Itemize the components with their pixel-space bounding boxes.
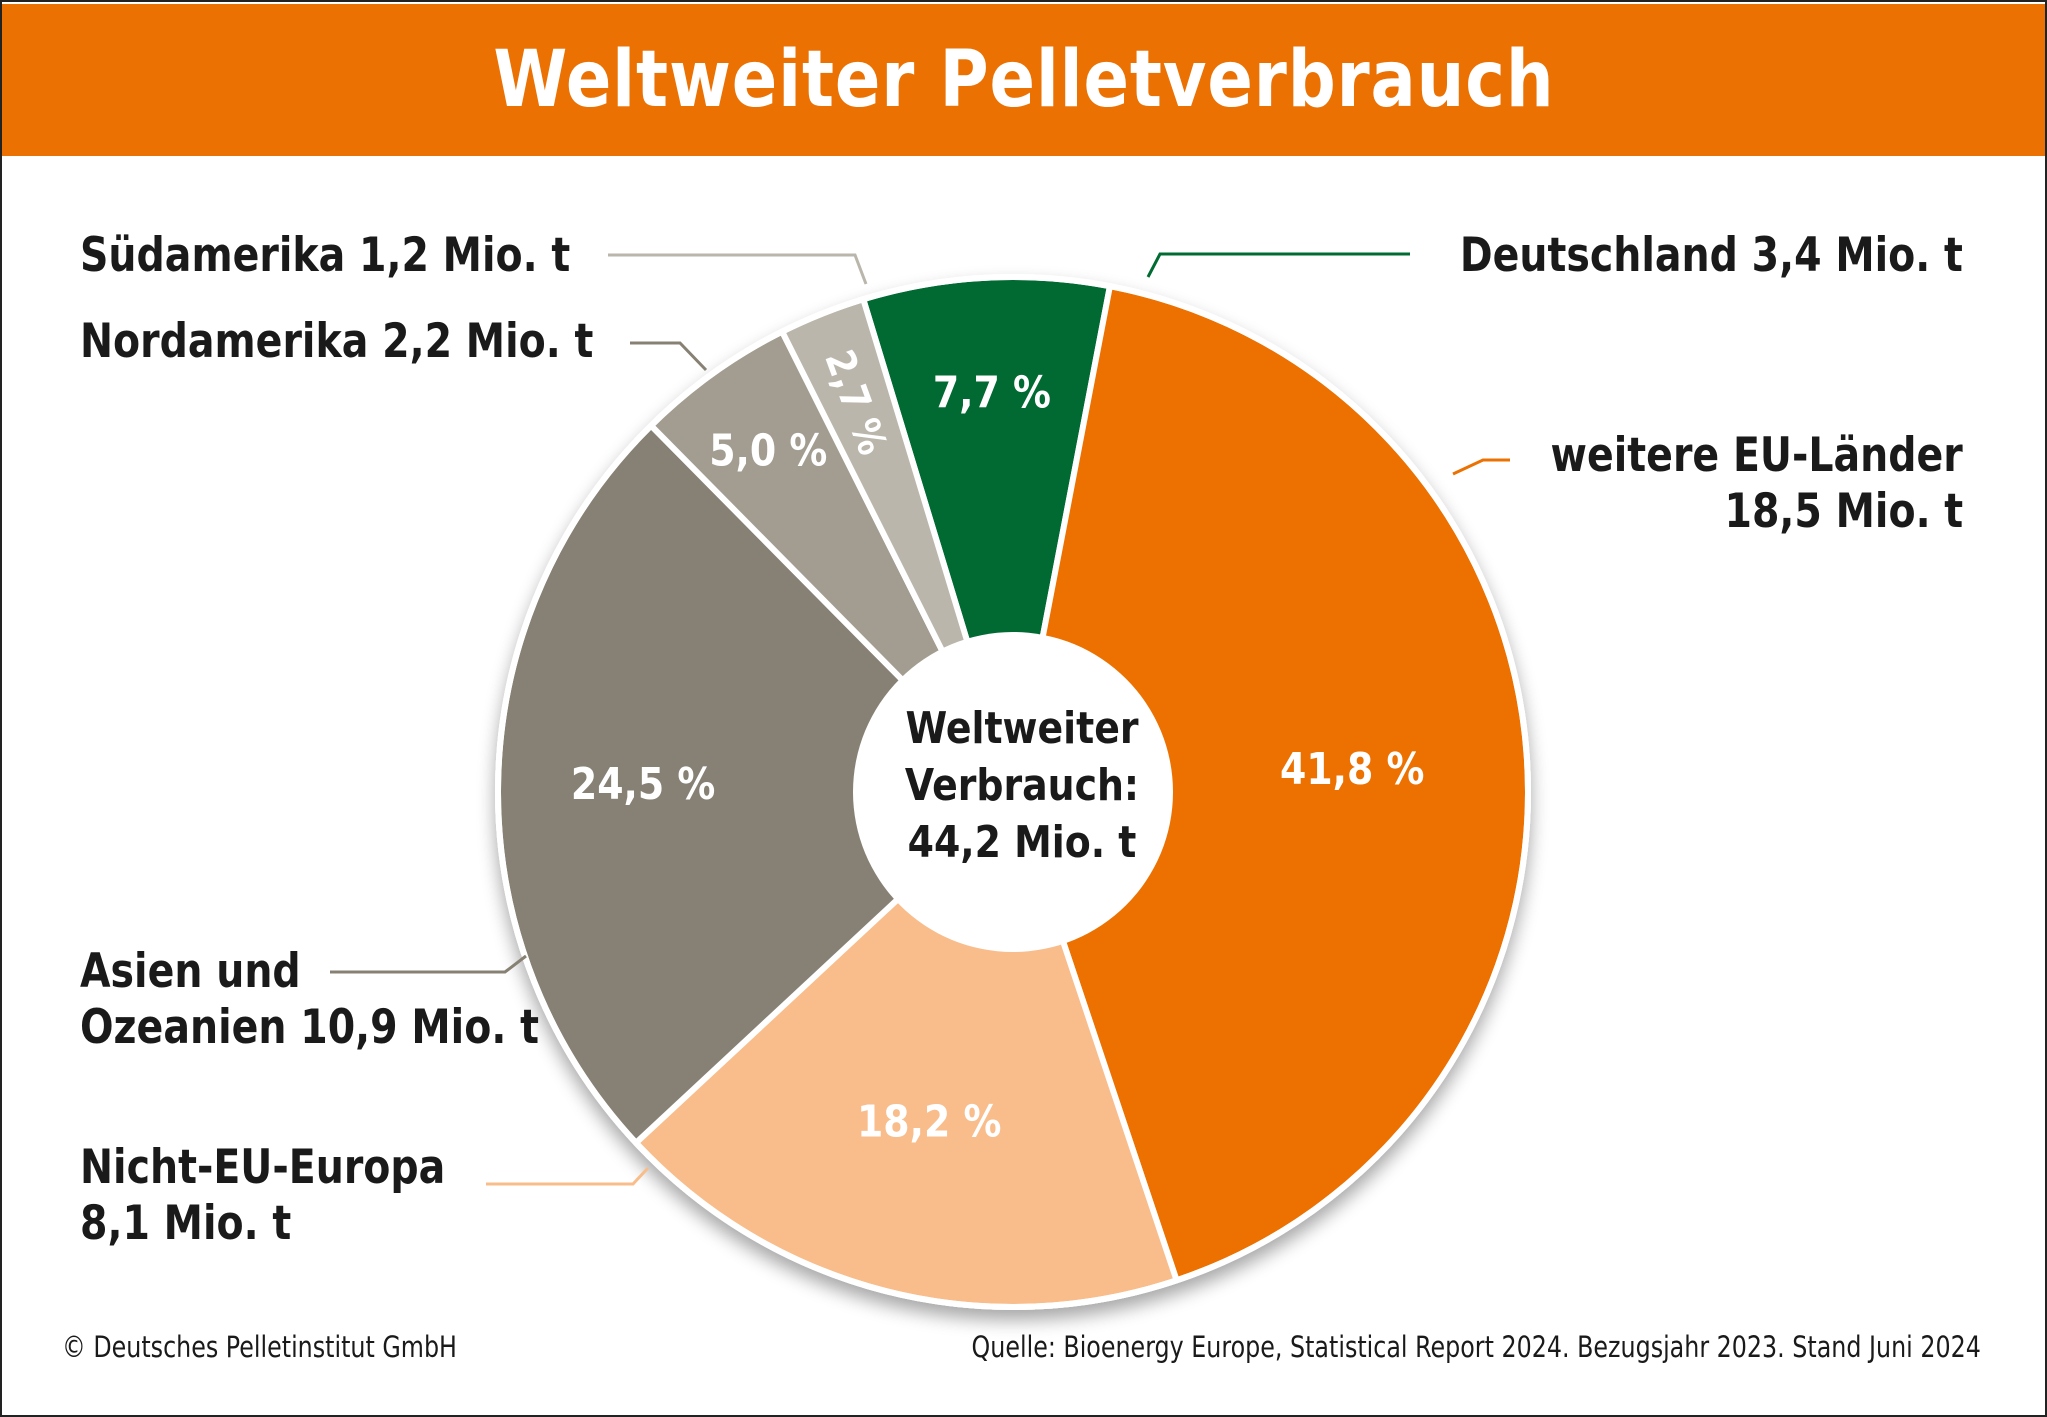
label-nicht-eu-1: Nicht-EU-Europa bbox=[80, 1140, 446, 1195]
percent-label-nicht-eu-europa: 18,2 % bbox=[857, 1096, 1001, 1147]
chart-title: Weltweiter Pelletverbrauch bbox=[492, 35, 1555, 125]
leader-line-asien-und-ozeanien bbox=[330, 954, 527, 974]
copyright-note: © Deutsches Pelletinstitut GmbH bbox=[62, 1330, 457, 1364]
leader-line-nordamerika bbox=[630, 341, 708, 372]
leader-line-deutschland bbox=[1146, 252, 1410, 278]
percent-label-weitere-eu-laender: 41,8 % bbox=[1280, 744, 1424, 795]
label-weitere-eu-1: weitere EU-Länder bbox=[1550, 428, 1963, 483]
label-nordamerika: Nordamerika 2,2 Mio. t bbox=[80, 314, 594, 369]
center-line-1: Weltweiter bbox=[905, 702, 1139, 753]
leader-line-nicht-eu-europa bbox=[486, 1166, 650, 1186]
label-asien-2: Ozeanien 10,9 Mio. t bbox=[80, 1000, 539, 1055]
percent-label-nordamerika: 5,0 % bbox=[709, 425, 827, 476]
leader-line-suedamerika bbox=[608, 253, 868, 285]
label-suedamerika: Südamerika 1,2 Mio. t bbox=[80, 228, 571, 283]
source-note: Quelle: Bioenergy Europe, Statistical Re… bbox=[971, 1330, 1981, 1364]
label-nicht-eu-2: 8,1 Mio. t bbox=[80, 1196, 292, 1251]
leader-line-weitere-eu-laender bbox=[1452, 458, 1510, 476]
donut-hole bbox=[853, 632, 1173, 952]
percent-label-asien-und-ozeanien: 24,5 % bbox=[571, 758, 715, 809]
center-line-2: Verbrauch: bbox=[905, 759, 1139, 810]
label-weitere-eu-2: 18,5 Mio. t bbox=[1724, 484, 1963, 539]
center-total: 44,2 Mio. t bbox=[908, 816, 1137, 867]
donut-outer-ring bbox=[495, 274, 1531, 1310]
label-deutschland: Deutschland 3,4 Mio. t bbox=[1459, 228, 1963, 283]
title-bar: Weltweiter Pelletverbrauch bbox=[2, 4, 2045, 156]
percent-label-deutschland: 7,7 % bbox=[933, 367, 1051, 418]
label-asien-1: Asien und bbox=[80, 944, 301, 999]
